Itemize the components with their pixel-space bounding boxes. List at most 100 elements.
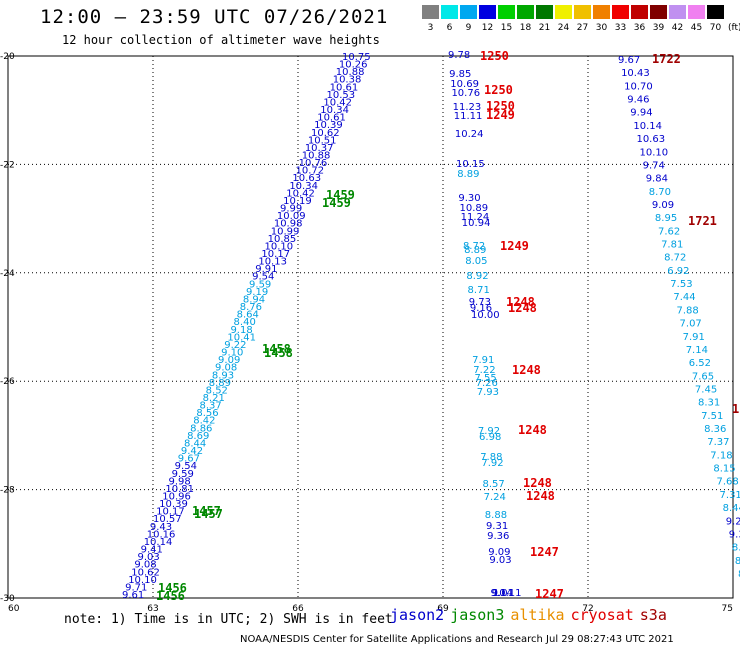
color-swatch-label: 21 — [538, 23, 551, 33]
wave-height-label: 7.92 — [481, 458, 503, 469]
wave-height-label: 9.67 — [618, 55, 640, 66]
wave-height-label: 10.39 — [314, 120, 343, 131]
wave-height-label: 9.74 — [643, 160, 665, 171]
wave-height-label: 8.52 — [206, 385, 228, 396]
x-tick-label: 60 — [8, 604, 20, 614]
wave-height-label: 8.86 — [190, 423, 212, 434]
wave-height-label: 10.11 — [493, 588, 522, 599]
color-swatch-label: 27 — [576, 23, 589, 33]
wave-height-label: 9.61 — [122, 590, 144, 601]
wave-height-label: 8.88 — [485, 510, 507, 521]
color-swatch — [479, 5, 496, 19]
wave-height-label: 9.03 — [137, 552, 159, 563]
wave-height-label: 10.00 — [471, 310, 500, 321]
footer-note: note: 1) Time is in UTC; 2) SWH is in fe… — [64, 612, 393, 627]
wave-height-label: 9.09 — [652, 200, 674, 211]
wave-height-label: 10.37 — [305, 143, 334, 154]
wave-height-label: 10.62 — [311, 128, 340, 139]
wave-height-label: 8.36 — [704, 424, 726, 435]
wave-height-label: 7.88 — [480, 452, 502, 463]
wave-height-label: 9.78 — [448, 50, 470, 61]
wave-height-label: 8.76 — [240, 302, 262, 313]
x-tick-label: 63 — [147, 604, 158, 614]
wave-height-label: 9.19 — [246, 287, 268, 298]
wave-height-label: 9.43 — [150, 522, 172, 533]
wave-height-label: 8.56 — [196, 408, 218, 419]
wave-height-label: 10.43 — [621, 68, 650, 79]
wave-height-label: 8.31 — [698, 398, 720, 409]
wave-height-label: 8.89 — [464, 245, 486, 256]
pass-time-label: 1458 — [264, 346, 293, 360]
wave-height-label: 9.01 — [492, 588, 514, 599]
pass-time-label: 1248 — [523, 476, 552, 490]
wave-height-label: 10.39 — [159, 499, 188, 510]
wave-height-label: 8.72 — [664, 253, 686, 264]
color-swatch — [650, 5, 667, 19]
wave-height-label: 6.92 — [667, 266, 689, 277]
wave-height-label: 10.38 — [333, 75, 362, 86]
wave-height-label: 10.88 — [302, 151, 331, 162]
wave-height-label: 10.14 — [633, 121, 662, 132]
wave-height-label: 10.61 — [317, 113, 346, 124]
wave-height-label: 8.57 — [483, 479, 505, 490]
color-swatch — [593, 5, 610, 19]
wave-height-label: 10.72 — [296, 166, 325, 177]
wave-height-label: 10.10 — [128, 575, 157, 586]
wave-height-label: 8.40 — [234, 317, 256, 328]
wave-height-label: 10.70 — [624, 81, 653, 92]
wave-height-label: 9.59 — [249, 279, 271, 290]
legend-cryosat: cryosat — [570, 606, 634, 624]
wave-height-label: 9.31 — [486, 521, 508, 532]
wave-height-label: 8.69 — [187, 431, 209, 442]
wave-height-label: 10.41 — [227, 332, 256, 343]
wave-height-label: 10.75 — [342, 52, 371, 63]
wave-height-label: 10.13 — [258, 257, 287, 268]
wave-height-label: 9.71 — [125, 582, 147, 593]
wave-height-label: 9.18 — [230, 325, 252, 336]
color-swatch-label: 3 — [427, 23, 434, 33]
wave-height-label: 7.14 — [686, 345, 708, 356]
color-swatch — [441, 5, 458, 19]
wave-height-label: 6.52 — [689, 358, 711, 369]
color-swatch — [574, 5, 591, 19]
y-tick-label: -28 — [0, 486, 15, 496]
pass-time-label: 1248 — [512, 363, 541, 377]
wave-height-label: 7.62 — [658, 226, 680, 237]
pass-time-label: 1248 — [526, 489, 555, 503]
color-swatch — [612, 5, 629, 19]
pass-time-label: 1248 — [508, 301, 537, 315]
wave-height-label: 10.88 — [336, 67, 365, 78]
wave-height-label: 9.42 — [181, 446, 203, 457]
wave-height-label: 8.3 — [735, 556, 740, 567]
legend-jason3: jason3 — [450, 606, 505, 624]
wave-height-label: 7.81 — [661, 240, 683, 251]
wave-height-label: 8. — [738, 569, 740, 580]
wave-height-label: 10.81 — [165, 484, 194, 495]
color-swatch — [460, 5, 477, 19]
pass-time-label: 1247 — [530, 545, 559, 559]
wave-height-label: 9.59 — [172, 469, 194, 480]
color-swatch-label: 24 — [557, 23, 570, 33]
wave-height-label: 8.70 — [649, 187, 671, 198]
wave-height-label: 9.36 — [487, 531, 509, 542]
wave-height-label: 7.22 — [473, 365, 495, 376]
x-tick-label: 75 — [722, 604, 733, 614]
wave-height-label: 9.31 — [729, 529, 740, 540]
wave-height-label: 10.34 — [320, 105, 349, 116]
wave-height-label: 9.08 — [215, 363, 237, 374]
color-swatch-label: 70 — [709, 23, 722, 33]
y-tick-label: -20 — [0, 52, 15, 62]
wave-height-label: 8.92 — [466, 271, 488, 282]
pass-time-label: 1248 — [518, 423, 547, 437]
color-swatch — [517, 5, 534, 19]
wave-height-label: 10.15 — [456, 159, 485, 170]
wave-height-label: 10.99 — [271, 226, 300, 237]
wave-height-label: 10.24 — [455, 129, 484, 140]
wave-height-label: 9.26 — [726, 516, 740, 527]
wave-height-label: 10.16 — [147, 529, 176, 540]
pass-time-label: 1250 — [486, 99, 515, 113]
wave-height-label: 10.57 — [153, 514, 182, 525]
wave-height-label: 8.37 — [199, 401, 221, 412]
wave-height-label: 7.24 — [484, 492, 506, 503]
wave-height-label: 9.85 — [449, 69, 471, 80]
